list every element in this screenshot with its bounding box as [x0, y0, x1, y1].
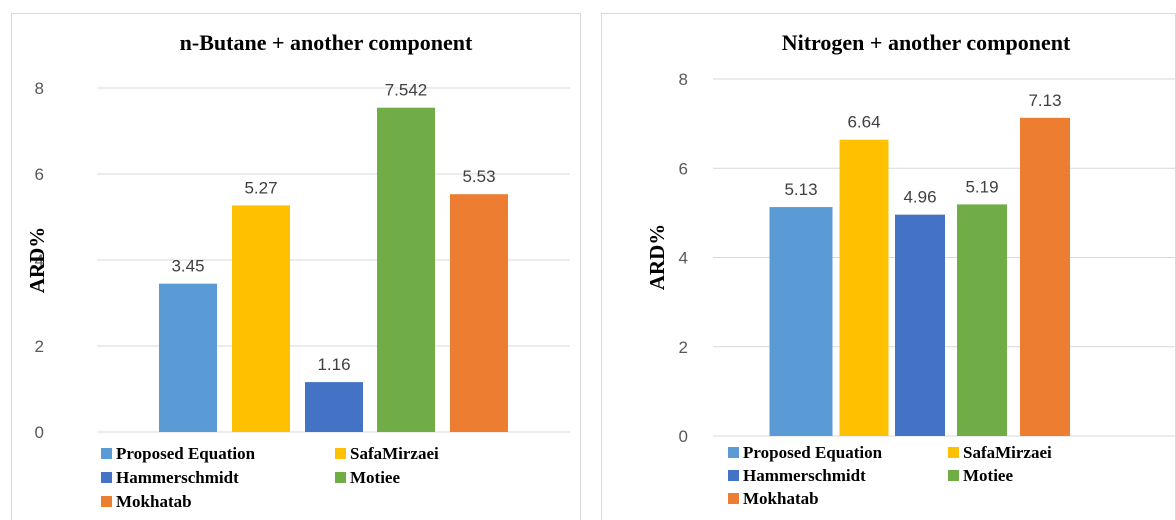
- bar-1: [769, 207, 833, 436]
- legend-swatch: [948, 447, 959, 458]
- legend-swatch: [948, 470, 959, 481]
- y-tick-label: 0: [679, 427, 688, 446]
- legend: Proposed Equation SafaMirzaei Hammerschmid…: [728, 443, 1052, 508]
- chart-title: n-Butane + another component: [180, 30, 473, 55]
- data-label: 5.27: [244, 178, 277, 197]
- bar-5: [450, 194, 508, 432]
- data-label: 6.64: [847, 113, 880, 132]
- legend-label: Proposed Equation: [116, 444, 256, 463]
- y-tick-label: 8: [679, 70, 688, 89]
- bar-4: [957, 204, 1007, 436]
- data-label: 1.16: [317, 355, 350, 374]
- legend-swatch: [335, 448, 346, 459]
- legend-label: SafaMirzaei: [963, 443, 1052, 462]
- legend-swatch: [101, 448, 112, 459]
- y-axis-label: ARD%: [645, 224, 669, 291]
- y-tick-label: 4: [35, 251, 44, 270]
- legend-label: Mokhatab: [743, 489, 819, 508]
- y-tick-label: 2: [35, 337, 44, 356]
- bar-2: [232, 205, 290, 432]
- legend-label: Proposed Equation: [743, 443, 883, 462]
- legend-label: Hammerschmidt: [116, 468, 239, 487]
- legend-label: Motiee: [963, 466, 1013, 485]
- bar-2: [839, 139, 889, 436]
- legend-label: Motiee: [350, 468, 400, 487]
- data-label: 7.13: [1028, 91, 1061, 110]
- bar-4: [377, 107, 435, 432]
- chart-title: Nitrogen + another component: [782, 30, 1071, 55]
- chart-1: 0 2 4 6 8 n-Butane + another component ARD% 3.4…: [11, 13, 581, 520]
- bar-3: [305, 382, 363, 432]
- legend: Proposed Equation SafaMirzaei Hammerschmid…: [101, 444, 439, 511]
- data-label: 4.96: [903, 188, 936, 207]
- y-tick-label: 4: [679, 249, 688, 268]
- y-tick-label: 6: [35, 165, 44, 184]
- legend-swatch: [728, 470, 739, 481]
- chart-2: 0 2 4 6 8 Nitrogen + another component ARD% 5.1…: [601, 13, 1176, 520]
- y-tick-label: 0: [35, 423, 44, 442]
- data-label: 3.45: [171, 257, 204, 276]
- legend-swatch: [101, 496, 112, 507]
- legend-swatch: [728, 493, 739, 504]
- y-axis-label: ARD%: [25, 227, 49, 294]
- bar-5: [1020, 117, 1070, 436]
- y-tick-label: 6: [679, 159, 688, 178]
- bar-3: [895, 214, 945, 436]
- legend-swatch: [728, 447, 739, 458]
- legend-swatch: [335, 472, 346, 483]
- legend-label: SafaMirzaei: [350, 444, 439, 463]
- y-tick-label: 2: [679, 338, 688, 357]
- data-label: 7.542: [385, 81, 428, 100]
- legend-label: Hammerschmidt: [743, 466, 866, 485]
- legend-label: Mokhatab: [116, 492, 192, 511]
- data-label: 5.19: [965, 177, 998, 196]
- data-label: 5.13: [784, 180, 817, 199]
- data-label: 5.53: [462, 167, 495, 186]
- y-tick-label: 8: [35, 79, 44, 98]
- bar-1: [159, 283, 217, 432]
- legend-swatch: [101, 472, 112, 483]
